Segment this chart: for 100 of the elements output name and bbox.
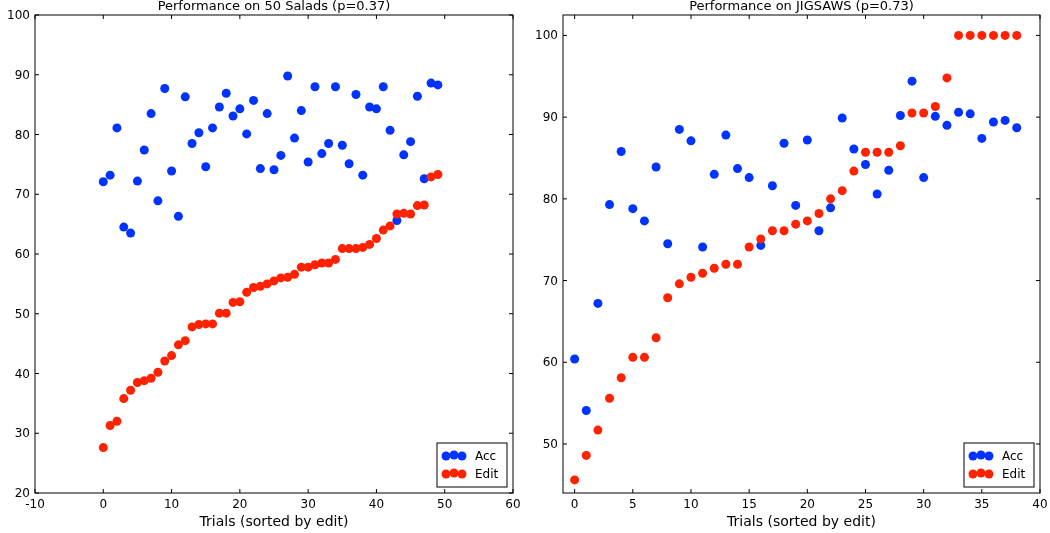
point <box>581 405 591 415</box>
point <box>814 226 824 236</box>
x-tick-label: 60 <box>505 497 521 511</box>
point <box>872 189 882 199</box>
point <box>153 367 163 377</box>
point <box>406 209 416 219</box>
x-tick-label: 10 <box>163 497 180 511</box>
point <box>255 281 265 291</box>
point <box>160 83 170 93</box>
point <box>1000 30 1010 40</box>
legend-label: Acc <box>475 449 497 463</box>
point <box>954 30 964 40</box>
point <box>616 373 626 383</box>
point <box>837 113 847 123</box>
point <box>139 145 149 155</box>
point <box>378 225 388 235</box>
point <box>269 165 279 175</box>
point <box>628 204 638 214</box>
point <box>228 111 238 121</box>
x-tick-label: 25 <box>857 497 874 511</box>
point <box>167 166 177 176</box>
point <box>433 170 443 180</box>
point <box>744 242 754 252</box>
point <box>767 226 777 236</box>
point <box>351 89 361 99</box>
point <box>744 173 754 183</box>
point <box>663 239 673 249</box>
point <box>884 147 894 157</box>
legend-label: Edit <box>1002 467 1026 481</box>
point <box>663 293 673 303</box>
point <box>180 92 190 102</box>
point <box>942 120 952 130</box>
y-tick-label: 90 <box>542 110 558 125</box>
point <box>779 226 789 236</box>
point <box>385 221 395 231</box>
point <box>344 159 354 169</box>
point <box>173 340 183 350</box>
point <box>698 242 708 252</box>
point <box>721 259 731 269</box>
point <box>406 137 416 147</box>
point <box>303 157 313 167</box>
point <box>324 258 334 268</box>
x-tick-label: 10 <box>683 497 699 511</box>
point <box>385 125 395 135</box>
point <box>317 149 327 159</box>
point <box>884 165 894 175</box>
point <box>616 146 626 156</box>
point <box>289 133 299 143</box>
legend-label: Acc <box>1002 449 1024 463</box>
point <box>767 181 777 191</box>
y-tick-label: 60 <box>542 355 558 370</box>
point <box>954 107 964 117</box>
point <box>119 394 129 404</box>
point <box>365 239 375 249</box>
point <box>698 268 708 278</box>
y-tick-label: 70 <box>542 273 558 288</box>
point <box>849 144 859 154</box>
x-tick-label: 35 <box>974 497 990 511</box>
x-axis-title: Trials (sorted by edit) <box>726 513 876 529</box>
point <box>249 95 259 105</box>
y-tick-label: 90 <box>14 67 30 82</box>
x-tick-label: 0 <box>570 497 579 511</box>
point <box>791 219 801 229</box>
point <box>330 82 340 92</box>
point <box>160 356 170 366</box>
point <box>919 108 929 118</box>
point <box>628 352 638 362</box>
point <box>814 209 824 219</box>
y-tick-label: 60 <box>14 247 30 261</box>
point <box>837 186 847 196</box>
point <box>930 111 940 121</box>
y-tick-label: 30 <box>14 426 30 441</box>
point <box>709 169 719 179</box>
point <box>112 123 122 133</box>
point <box>399 150 409 160</box>
point <box>756 234 766 244</box>
point <box>977 133 987 143</box>
point <box>570 354 580 364</box>
point <box>289 269 299 279</box>
point <box>674 279 684 289</box>
point <box>605 393 615 403</box>
point <box>930 102 940 112</box>
point <box>988 117 998 127</box>
point <box>112 416 122 426</box>
point <box>1012 30 1022 40</box>
point <box>167 351 177 361</box>
point <box>686 136 696 146</box>
x-tick-label: 30 <box>916 497 932 511</box>
point <box>709 263 719 273</box>
point <box>126 228 136 238</box>
point <box>872 147 882 157</box>
point <box>1012 123 1022 133</box>
y-tick-label: 40 <box>14 366 30 381</box>
chart-title: Performance on JIGSAWS (p=0.73) <box>689 0 914 13</box>
x-tick-label: -10 <box>25 497 45 511</box>
point <box>605 200 615 210</box>
y-tick-label: 20 <box>14 486 30 500</box>
point <box>330 254 340 264</box>
x-axis-title: Trials (sorted by edit) <box>198 513 349 529</box>
point <box>919 173 929 183</box>
